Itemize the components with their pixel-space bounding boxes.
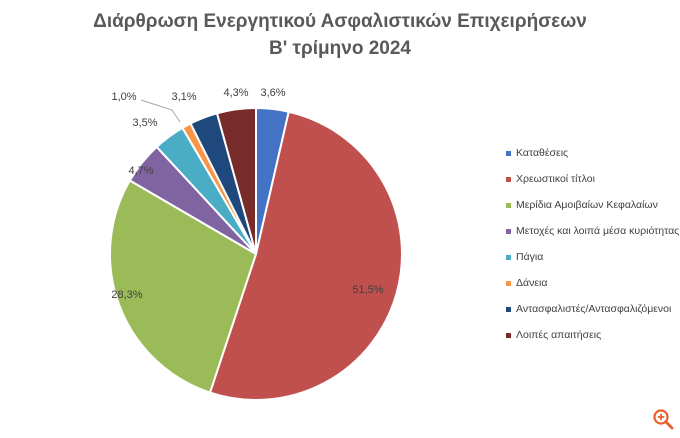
data-label: 1,0%	[111, 91, 136, 103]
data-label: 3,6%	[260, 87, 285, 99]
chart-title-line1: Διάρθρωση Ενεργητικού Ασφαλιστικών Επιχε…	[93, 11, 587, 32]
legend-item: Λοιπές απαιτήσεις	[506, 322, 679, 348]
legend-label: Πάγια	[516, 251, 544, 263]
legend-label: Μερίδια Αμοιβαίων Κεφαλαίων	[516, 199, 658, 211]
legend-swatch	[506, 254, 511, 260]
legend-swatch	[506, 150, 511, 156]
data-label: 4,7%	[128, 165, 153, 177]
legend-item: Αντασφαλιστές/Αντασφαλιζόμενοι	[506, 296, 679, 322]
data-label: 4,3%	[223, 87, 248, 99]
legend-swatch	[506, 176, 511, 182]
leader-line	[140, 99, 181, 123]
data-label: 3,5%	[132, 117, 157, 129]
pie-slice	[215, 106, 257, 255]
chart-title: Διάρθρωση Ενεργητικού Ασφαλιστικών Επιχε…	[0, 8, 680, 62]
legend-swatch	[506, 202, 511, 208]
chart-legend: Καταθέσεις Χρεωστικοί τίτλοι Μερίδια Αμοιβ…	[506, 140, 679, 348]
data-label: 3,1%	[171, 91, 196, 103]
legend-item: Πάγια	[506, 244, 679, 270]
legend-item: Χρεωστικοί τίτλοι	[506, 166, 679, 192]
legend-label: Μετοχές και λοιπά μέσα κυριότητας	[516, 225, 680, 237]
legend-label: Χρεωστικοί τίτλοι	[516, 173, 595, 185]
data-label: 51,5%	[352, 284, 383, 296]
legend-label: Δάνεια	[516, 277, 548, 289]
legend-swatch	[506, 306, 511, 312]
chart-title-line2: Β' τρίμηνο 2024	[269, 38, 411, 59]
legend-label: Καταθέσεις	[516, 147, 569, 159]
legend-swatch	[506, 228, 511, 234]
legend-swatch	[506, 332, 511, 338]
legend-label: Λοιπές απαιτήσεις	[516, 329, 602, 341]
legend-swatch	[506, 280, 511, 286]
legend-item: Καταθέσεις	[506, 140, 679, 166]
zoom-in-icon[interactable]	[652, 408, 674, 430]
data-label: 28,3%	[111, 289, 142, 301]
pie-slice	[208, 110, 403, 401]
legend-label: Αντασφαλιστές/Αντασφαλιζόμενοι	[516, 303, 672, 315]
legend-item: Δάνεια	[506, 270, 679, 296]
legend-item: Μερίδια Αμοιβαίων Κεφαλαίων	[506, 192, 679, 218]
legend-item: Μετοχές και λοιπά μέσα κυριότητας	[506, 218, 679, 244]
